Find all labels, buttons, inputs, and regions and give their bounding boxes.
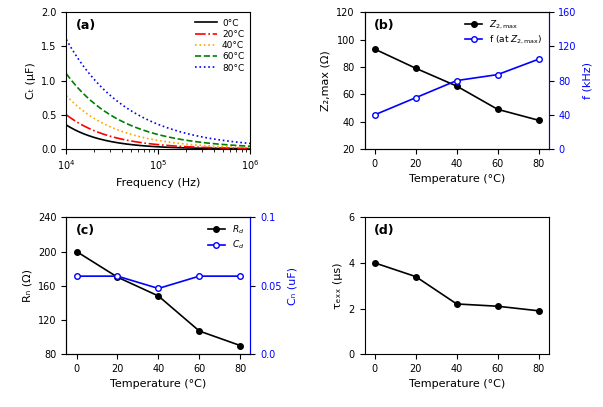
X-axis label: Temperature (°C): Temperature (°C) (409, 174, 505, 184)
X-axis label: Frequency (Hz): Frequency (Hz) (116, 178, 201, 188)
X-axis label: Temperature (°C): Temperature (°C) (110, 379, 206, 389)
20°C (74, 120, 81, 125)
60°C (63, 71, 70, 76)
Text: (b): (b) (374, 19, 394, 32)
40°C (180, 141, 188, 146)
40°C (63, 93, 70, 98)
60°C (203, 140, 210, 145)
60°C (180, 138, 188, 142)
20°C (247, 146, 254, 151)
Line: 40°C: 40°C (66, 96, 250, 148)
0°C (221, 146, 229, 151)
40°C (169, 140, 177, 145)
Y-axis label: Cₜ (μF): Cₜ (μF) (26, 62, 36, 99)
Line: 20°C: 20°C (66, 115, 250, 149)
20°C (63, 112, 70, 117)
60°C (221, 142, 229, 147)
60°C (74, 85, 81, 90)
80°C (221, 138, 229, 143)
Text: (d): (d) (374, 224, 394, 237)
80°C (74, 55, 81, 60)
80°C (180, 130, 188, 135)
Line: 80°C: 80°C (66, 39, 250, 144)
Legend: $Z_{2,\mathrm{max}}$, f (at $Z_{2,\mathrm{max}}$): $Z_{2,\mathrm{max}}$, f (at $Z_{2,\mathr… (464, 17, 545, 48)
20°C (203, 145, 210, 150)
40°C (203, 143, 210, 148)
80°C (63, 37, 70, 42)
60°C (247, 144, 254, 149)
Text: (a): (a) (75, 19, 96, 32)
20°C (180, 144, 188, 149)
Line: 0°C: 0°C (66, 125, 250, 149)
20°C (174, 144, 182, 149)
0°C (74, 129, 81, 133)
Y-axis label: τₑₓₓ (μs): τₑₓₓ (μs) (333, 263, 343, 309)
40°C (221, 144, 229, 149)
Legend: 0°C, 20°C, 40°C, 60°C, 80°C: 0°C, 20°C, 40°C, 60°C, 80°C (193, 17, 246, 74)
0°C (169, 145, 177, 150)
0°C (180, 145, 188, 150)
80°C (203, 135, 210, 140)
40°C (247, 145, 254, 150)
0°C (63, 123, 70, 127)
Text: (c): (c) (75, 224, 95, 237)
0°C (247, 147, 254, 151)
Y-axis label: Rₙ (Ω): Rₙ (Ω) (22, 269, 33, 302)
20°C (221, 146, 229, 151)
80°C (169, 127, 177, 132)
X-axis label: Temperature (°C): Temperature (°C) (409, 379, 505, 389)
Legend: $R_d$, $C_d$: $R_d$, $C_d$ (206, 222, 246, 253)
40°C (74, 104, 81, 109)
Y-axis label: Cₙ (uF): Cₙ (uF) (287, 267, 297, 305)
Line: 60°C: 60°C (66, 74, 250, 146)
Y-axis label: Z₂,max (Ω): Z₂,max (Ω) (321, 50, 331, 111)
0°C (174, 145, 182, 150)
80°C (247, 141, 254, 146)
80°C (174, 129, 182, 133)
60°C (169, 136, 177, 140)
20°C (169, 143, 177, 148)
60°C (174, 136, 182, 141)
40°C (174, 141, 182, 146)
0°C (203, 146, 210, 151)
Y-axis label: f (kHz): f (kHz) (582, 62, 593, 99)
